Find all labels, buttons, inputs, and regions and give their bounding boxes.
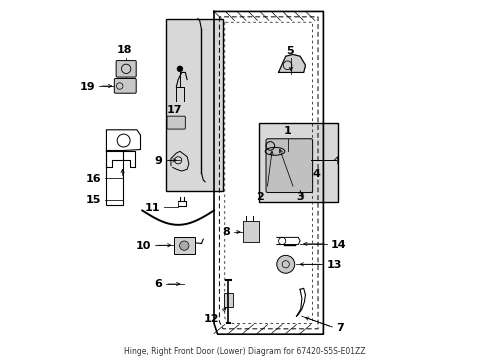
- Text: 6: 6: [154, 279, 162, 289]
- Text: 19: 19: [80, 82, 96, 92]
- Text: 2: 2: [256, 192, 264, 202]
- Text: 3: 3: [296, 192, 304, 202]
- Text: 17: 17: [166, 105, 182, 115]
- FancyBboxPatch shape: [114, 78, 136, 93]
- FancyBboxPatch shape: [116, 60, 136, 77]
- Circle shape: [276, 255, 294, 273]
- Text: 4: 4: [312, 168, 320, 179]
- Text: 15: 15: [85, 195, 101, 206]
- Text: 7: 7: [335, 323, 343, 333]
- FancyBboxPatch shape: [258, 123, 337, 202]
- FancyBboxPatch shape: [243, 221, 258, 242]
- FancyBboxPatch shape: [167, 116, 185, 129]
- Text: 5: 5: [286, 46, 294, 56]
- Text: Hinge, Right Front Door (Lower) Diagram for 67420-S5S-E01ZZ: Hinge, Right Front Door (Lower) Diagram …: [123, 347, 365, 356]
- FancyBboxPatch shape: [174, 237, 195, 254]
- Text: 9: 9: [154, 156, 162, 166]
- FancyBboxPatch shape: [165, 19, 223, 191]
- Text: 14: 14: [330, 239, 346, 249]
- Text: 13: 13: [326, 260, 342, 270]
- Text: 1: 1: [283, 126, 291, 136]
- FancyBboxPatch shape: [224, 293, 232, 307]
- Text: 12: 12: [203, 315, 219, 324]
- Text: 11: 11: [144, 203, 160, 213]
- Circle shape: [177, 66, 183, 72]
- Text: 18: 18: [116, 45, 132, 55]
- FancyBboxPatch shape: [265, 139, 312, 193]
- Text: 10: 10: [136, 241, 151, 251]
- Polygon shape: [278, 54, 305, 72]
- Text: 8: 8: [222, 227, 230, 237]
- Circle shape: [179, 241, 188, 250]
- Text: 16: 16: [85, 174, 101, 184]
